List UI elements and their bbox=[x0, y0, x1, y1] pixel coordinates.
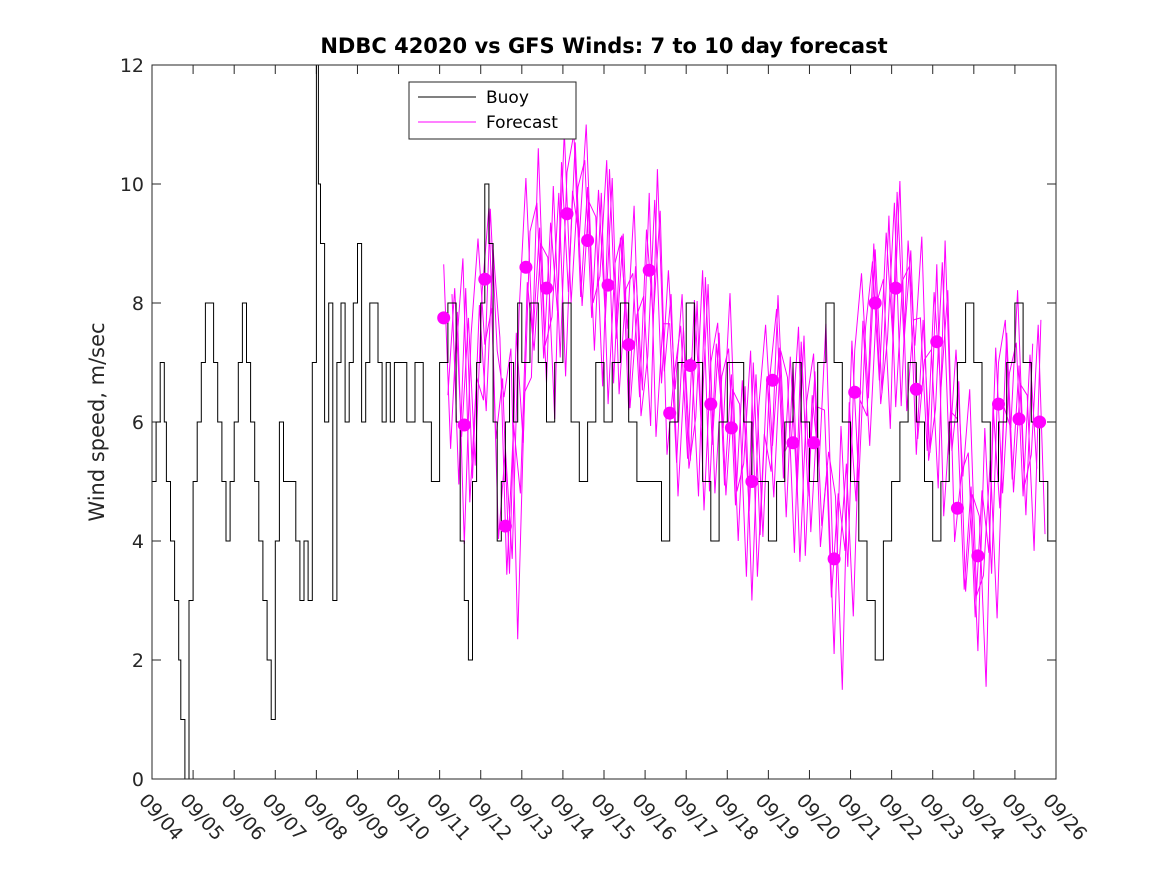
x-tick-label: 09/22 bbox=[874, 790, 927, 845]
y-axis: 0 2 4 6 8 10 12 bbox=[120, 55, 144, 791]
x-axis: 09/0409/0509/0609/0709/0809/0909/1009/11… bbox=[134, 790, 1091, 845]
legend-box bbox=[408, 81, 577, 140]
x-tick-label: 09/05 bbox=[175, 790, 228, 845]
y-tick-label: 12 bbox=[120, 55, 144, 77]
chart-title: NDBC 42020 vs GFS Winds: 7 to 10 day for… bbox=[320, 34, 887, 58]
x-tick-label: 09/17 bbox=[668, 790, 721, 845]
forecast-lines bbox=[443, 124, 1046, 690]
forecast-point bbox=[909, 382, 923, 396]
x-tick-label: 09/08 bbox=[299, 790, 352, 845]
forecast-markers bbox=[437, 207, 1047, 566]
x-tick-label: 09/07 bbox=[258, 790, 311, 845]
forecast-point bbox=[478, 272, 492, 286]
forecast-ensemble-line bbox=[455, 124, 1046, 640]
forecast-point bbox=[971, 549, 985, 563]
forecast-point bbox=[786, 436, 800, 450]
x-tick-label: 09/25 bbox=[997, 790, 1050, 845]
y-axis-label: Wind speed, m/sec bbox=[85, 322, 109, 521]
x-tick-label: 09/11 bbox=[422, 790, 475, 845]
forecast-point bbox=[581, 234, 595, 247]
forecast-ensemble-line bbox=[447, 131, 1038, 618]
forecast-point bbox=[1012, 412, 1026, 426]
forecast-point bbox=[848, 385, 862, 399]
x-tick-label: 09/26 bbox=[1038, 790, 1091, 845]
x-tick-label: 09/12 bbox=[463, 790, 516, 845]
x-tick-label: 09/21 bbox=[833, 790, 886, 845]
forecast-point bbox=[498, 519, 512, 533]
forecast-point bbox=[560, 207, 574, 221]
forecast-point bbox=[868, 296, 882, 310]
forecast-point bbox=[622, 338, 636, 352]
x-tick-label: 09/14 bbox=[545, 790, 598, 845]
forecast-point bbox=[540, 281, 553, 295]
forecast-point bbox=[457, 418, 471, 432]
forecast-point bbox=[930, 335, 944, 349]
y-tick-label: 6 bbox=[132, 412, 144, 434]
forecast-point bbox=[1033, 415, 1047, 429]
forecast-point bbox=[663, 406, 677, 420]
forecast-point bbox=[642, 263, 656, 277]
x-tick-label: 09/09 bbox=[340, 790, 393, 845]
forecast-point bbox=[519, 260, 533, 274]
y-tick-label: 4 bbox=[132, 531, 144, 553]
forecast-point bbox=[950, 501, 964, 515]
y-tick-label: 8 bbox=[132, 293, 144, 315]
forecast-point bbox=[601, 278, 615, 292]
x-tick-label: 09/06 bbox=[216, 790, 269, 845]
x-tick-label: 09/16 bbox=[627, 790, 680, 845]
forecast-point bbox=[437, 311, 451, 325]
x-tick-label: 09/24 bbox=[956, 790, 1009, 845]
forecast-point bbox=[745, 475, 759, 488]
forecast-ensemble-line bbox=[451, 142, 1042, 690]
forecast-point bbox=[992, 397, 1005, 411]
buoy-line bbox=[152, 64, 1057, 780]
x-tick-label: 09/13 bbox=[504, 790, 557, 845]
y-tick-label: 10 bbox=[120, 174, 144, 196]
legend-buoy-label: Buoy bbox=[486, 88, 529, 108]
x-tick-label: 09/20 bbox=[792, 790, 845, 845]
forecast-point bbox=[683, 359, 697, 372]
x-tick-label: 09/19 bbox=[751, 790, 804, 845]
tick-marks bbox=[151, 64, 1057, 780]
forecast-point bbox=[704, 397, 718, 411]
y-tick-label: 2 bbox=[132, 650, 144, 672]
plot-area bbox=[151, 64, 1057, 780]
forecast-point bbox=[827, 552, 841, 566]
forecast-point bbox=[766, 373, 779, 387]
forecast-ensemble-line bbox=[443, 133, 1034, 655]
x-tick-label: 09/23 bbox=[915, 790, 968, 845]
forecast-point bbox=[889, 281, 903, 295]
forecast-point bbox=[807, 436, 821, 450]
x-tick-label: 09/10 bbox=[381, 790, 434, 845]
x-tick-label: 09/15 bbox=[586, 790, 639, 845]
x-tick-label: 09/18 bbox=[710, 790, 763, 845]
legend-forecast-label: Forecast bbox=[486, 113, 558, 133]
plot-frame bbox=[151, 64, 1057, 780]
forecast-point bbox=[724, 421, 738, 435]
y-tick-label: 0 bbox=[132, 769, 144, 791]
legend: Buoy Forecast bbox=[408, 81, 577, 140]
x-tick-label: 09/04 bbox=[134, 790, 187, 845]
